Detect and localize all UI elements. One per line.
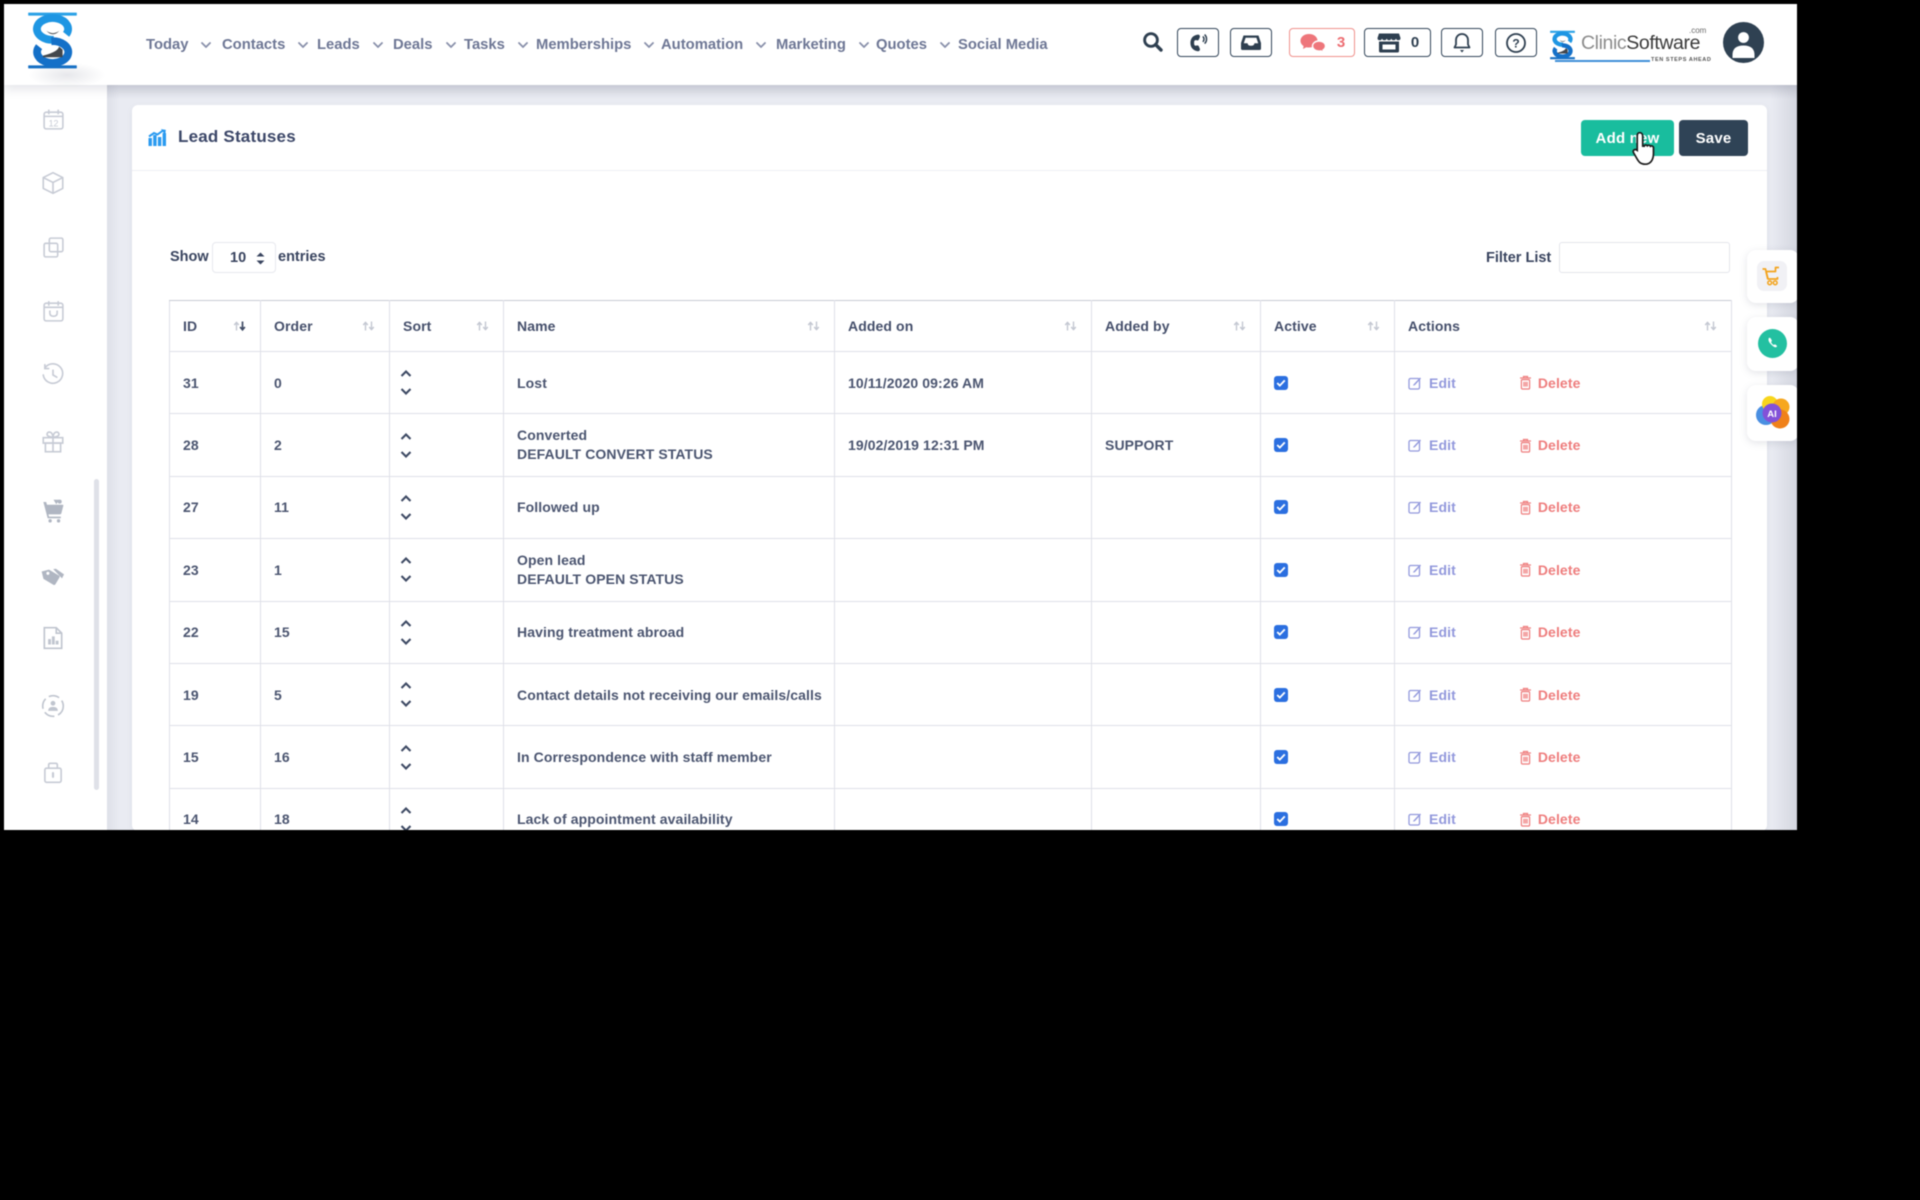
svg-text:AI: AI bbox=[1767, 409, 1777, 420]
svg-text:12: 12 bbox=[48, 118, 58, 128]
svg-text:?: ? bbox=[1512, 36, 1519, 50]
